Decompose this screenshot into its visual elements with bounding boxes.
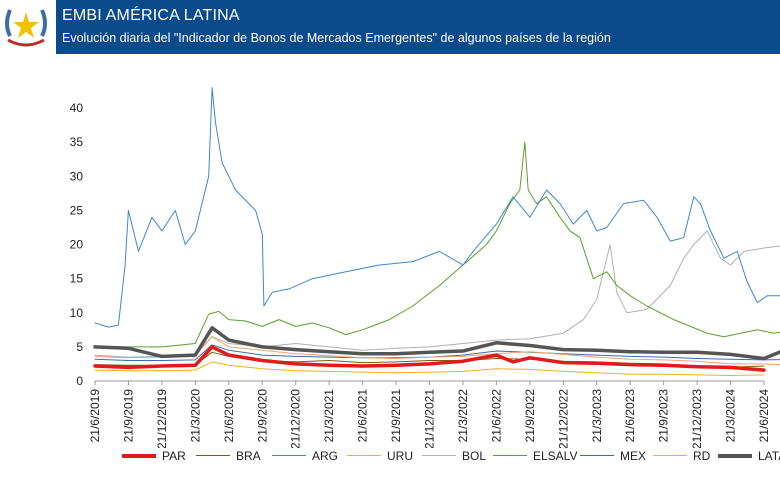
series-line-elsalv (94, 141, 780, 348)
x-tick-label: 21/12/2020 (289, 389, 303, 448)
x-tick-label: 21/9/2021 (389, 389, 403, 443)
legend-label: LATAM (758, 448, 780, 463)
legend-item-uru: URU (347, 448, 413, 468)
x-tick-label: 21/6/2024 (757, 389, 771, 443)
legend-item-arg: ARG (272, 448, 338, 468)
x-tick-label: 21/12/2022 (556, 389, 570, 448)
legend-label: ARG (312, 448, 339, 463)
x-tick-label: 21/6/2023 (623, 389, 637, 443)
chart-legend: PAR BRA ARG URU BOL ELSALV MEX RD LATAM (0, 448, 780, 472)
x-tick-label: 21/6/2020 (222, 389, 236, 443)
y-tick-label: 30 (70, 169, 84, 183)
legend-item-elsalv: ELSALV (493, 448, 577, 468)
y-tick-label: 25 (70, 203, 84, 217)
embi-line-chart: 0 5 10 15 20 25 30 35 40 21/6/2019 21/9/2019 21/12/… (70, 87, 780, 448)
legend-swatch (196, 455, 230, 457)
seal-logo-icon (0, 0, 56, 54)
series-line-par (93, 345, 766, 372)
y-tick-label: 10 (70, 306, 84, 320)
y-tick-label: 5 (76, 340, 83, 354)
chart-title: EMBI AMÉRICA LATINA (62, 7, 240, 24)
legend-item-latam: LATAM (718, 448, 780, 468)
legend-swatch (272, 455, 306, 457)
legend-item-par: PAR (122, 448, 186, 468)
x-tick-label: 21/6/2022 (489, 389, 503, 443)
x-tick-label: 21/9/2020 (255, 389, 269, 443)
legend-swatch (580, 455, 614, 457)
x-tick-label: 21/12/2023 (690, 389, 704, 448)
x-tick-label: 21/3/2023 (590, 389, 604, 443)
y-tick-label: 35 (70, 135, 84, 149)
x-tick-label: 21/9/2022 (523, 389, 537, 443)
legend-label: URU (387, 448, 413, 463)
x-tick-label: 21/12/2021 (423, 389, 437, 448)
legend-label: PAR (162, 448, 186, 463)
x-tick-label: 21/3/2022 (456, 389, 470, 443)
y-tick-label: 20 (70, 238, 84, 252)
legend-swatch (122, 453, 156, 458)
legend-label: RD (693, 448, 711, 463)
series-line-arg (94, 87, 780, 328)
chart-axes: 0 5 10 15 20 25 30 35 40 21/6/2019 21/9/2019 21/12/… (70, 101, 771, 448)
x-tick-label: 21/3/2024 (724, 389, 738, 443)
legend-swatch (422, 455, 456, 457)
series-line-uru (94, 361, 765, 376)
x-tick-label: 21/12/2019 (155, 389, 169, 448)
series-line-bol (94, 230, 780, 358)
header-bar: EMBI AMÉRICA LATINA Evolución diaria del… (0, 0, 780, 54)
legend-item-bra: BRA (196, 448, 261, 468)
legend-label: MEX (620, 448, 647, 463)
x-tick-label: 21/3/2021 (322, 389, 336, 443)
legend-label: BRA (236, 448, 261, 463)
x-tick-label: 21/6/2019 (88, 389, 102, 443)
y-tick-label: 0 (76, 374, 83, 388)
x-tick-label: 21/9/2023 (657, 389, 671, 443)
x-tick-label: 21/9/2019 (121, 389, 135, 443)
legend-item-bol: BOL (422, 448, 486, 468)
legend-label: BOL (462, 448, 487, 463)
x-tick-label: 21/3/2020 (188, 389, 202, 443)
chart-subtitle: Evolución diaria del "Indicador de Bonos… (62, 31, 611, 45)
y-tick-label: 40 (70, 101, 84, 115)
series-line-latam (93, 326, 780, 361)
legend-item-mex: MEX (580, 448, 646, 468)
series-line-rd (94, 336, 780, 366)
series-layer (93, 87, 780, 376)
legend-swatch (653, 455, 687, 457)
x-tick-label: 21/6/2021 (356, 389, 370, 443)
y-tick-label: 15 (70, 272, 84, 286)
legend-item-rd: RD (653, 448, 710, 468)
legend-swatch (347, 455, 381, 457)
legend-swatch (718, 453, 752, 458)
legend-label: ELSALV (533, 448, 578, 463)
legend-swatch (493, 455, 527, 457)
